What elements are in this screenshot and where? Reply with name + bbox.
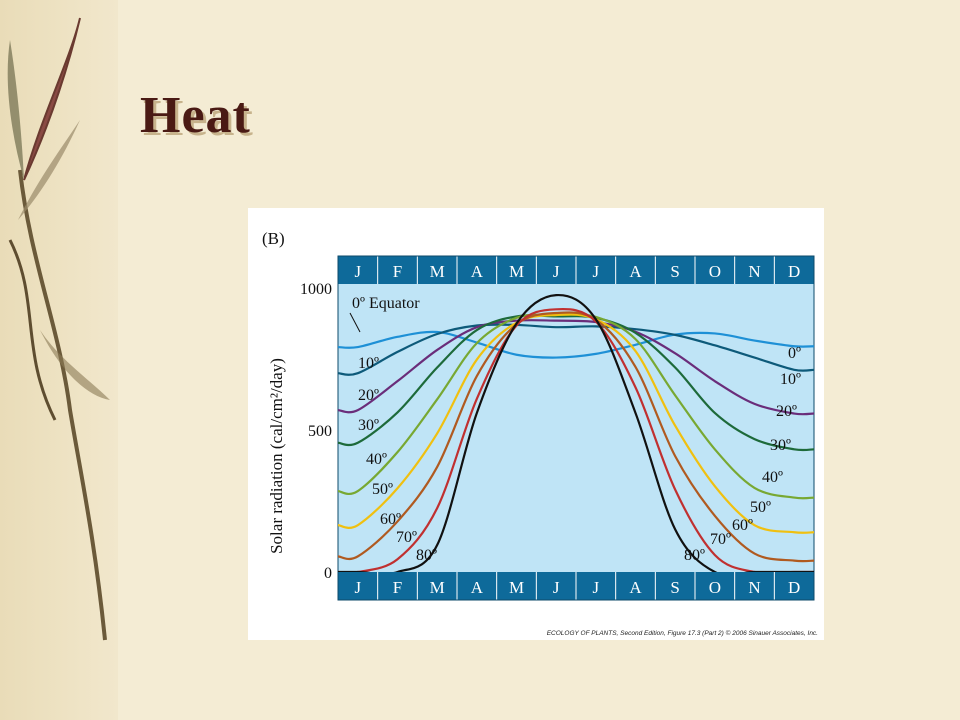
series-line-5 <box>338 313 814 534</box>
slide-title: Heat <box>140 87 251 144</box>
month-label-top: M <box>509 262 524 281</box>
series-left-label-2: 20º <box>358 387 379 404</box>
series-line-8 <box>338 293 814 572</box>
series-line-0 <box>338 330 814 359</box>
month-label-top: J <box>553 262 560 281</box>
month-label-bottom: O <box>709 578 721 597</box>
series-right-label-5: 50º <box>750 499 771 516</box>
series-left-label-3: 30º <box>358 417 379 434</box>
month-label-bottom: M <box>430 578 445 597</box>
series-right-label-3: 30º <box>770 437 791 454</box>
month-label-top: A <box>471 262 484 281</box>
month-label-top: A <box>629 262 642 281</box>
month-label-top: J <box>593 262 600 281</box>
month-label-top: M <box>430 262 445 281</box>
month-label-top: J <box>355 262 362 281</box>
series-left-label-4: 40º <box>366 451 387 468</box>
y-axis-label: Solar radiation (cal/cm²/day) <box>267 358 286 554</box>
month-label-top: D <box>788 262 800 281</box>
month-label-top: N <box>748 262 760 281</box>
figure-panel: (B) Solar radiation (cal/cm²/day) J J F F M M… <box>248 208 824 640</box>
y-tick-label: 0 <box>324 565 332 582</box>
month-label-top: O <box>709 262 721 281</box>
series-right-label-2: 20º <box>776 403 797 420</box>
plot-frame <box>337 255 815 601</box>
series-line-3 <box>338 314 814 452</box>
series-right-label-1: 10º <box>780 371 801 388</box>
month-label-bottom: M <box>509 578 524 597</box>
month-label-bottom: A <box>629 578 642 597</box>
series-right-label-4: 40º <box>762 469 783 486</box>
y-tick-label: 500 <box>308 423 332 440</box>
series-line-2 <box>338 319 814 416</box>
plant-stem-decoration <box>7 17 110 641</box>
series-right-label-0: 0º <box>788 345 801 362</box>
month-label-bottom: N <box>748 578 760 597</box>
month-label-top: S <box>670 262 679 281</box>
series-left-label-5: 50º <box>372 481 393 498</box>
month-label-bottom: F <box>393 578 402 597</box>
series-right-label-6: 60º <box>732 517 753 534</box>
series-left-label-6: 60º <box>380 511 401 528</box>
month-label-bottom: D <box>788 578 800 597</box>
series-line-7 <box>338 307 814 572</box>
series-right-label-8: 80º <box>684 547 705 564</box>
figure-caption: ECOLOGY OF PLANTS, Second Edition, Figur… <box>547 629 818 637</box>
month-label-top: F <box>393 262 402 281</box>
month-label-bottom: A <box>471 578 484 597</box>
series-left-label-0: 0º Equator <box>352 295 420 312</box>
series-line-6 <box>338 311 814 563</box>
panel-label: (B) <box>262 229 285 248</box>
series-left-label-8: 80º <box>416 547 437 564</box>
series-right-label-7: 70º <box>710 531 731 548</box>
equator-leader-line <box>349 312 361 333</box>
series-left-label-7: 70º <box>396 529 417 546</box>
month-label-bottom: J <box>553 578 560 597</box>
series-line-1 <box>338 323 814 376</box>
y-tick-label: 1000 <box>300 281 332 298</box>
series-left-label-1: 10º <box>358 355 379 372</box>
solar-radiation-chart: (B) Solar radiation (cal/cm²/day) J J F F M M… <box>262 229 818 637</box>
month-label-bottom: S <box>670 578 679 597</box>
month-label-bottom: J <box>593 578 600 597</box>
month-label-bottom: J <box>355 578 362 597</box>
